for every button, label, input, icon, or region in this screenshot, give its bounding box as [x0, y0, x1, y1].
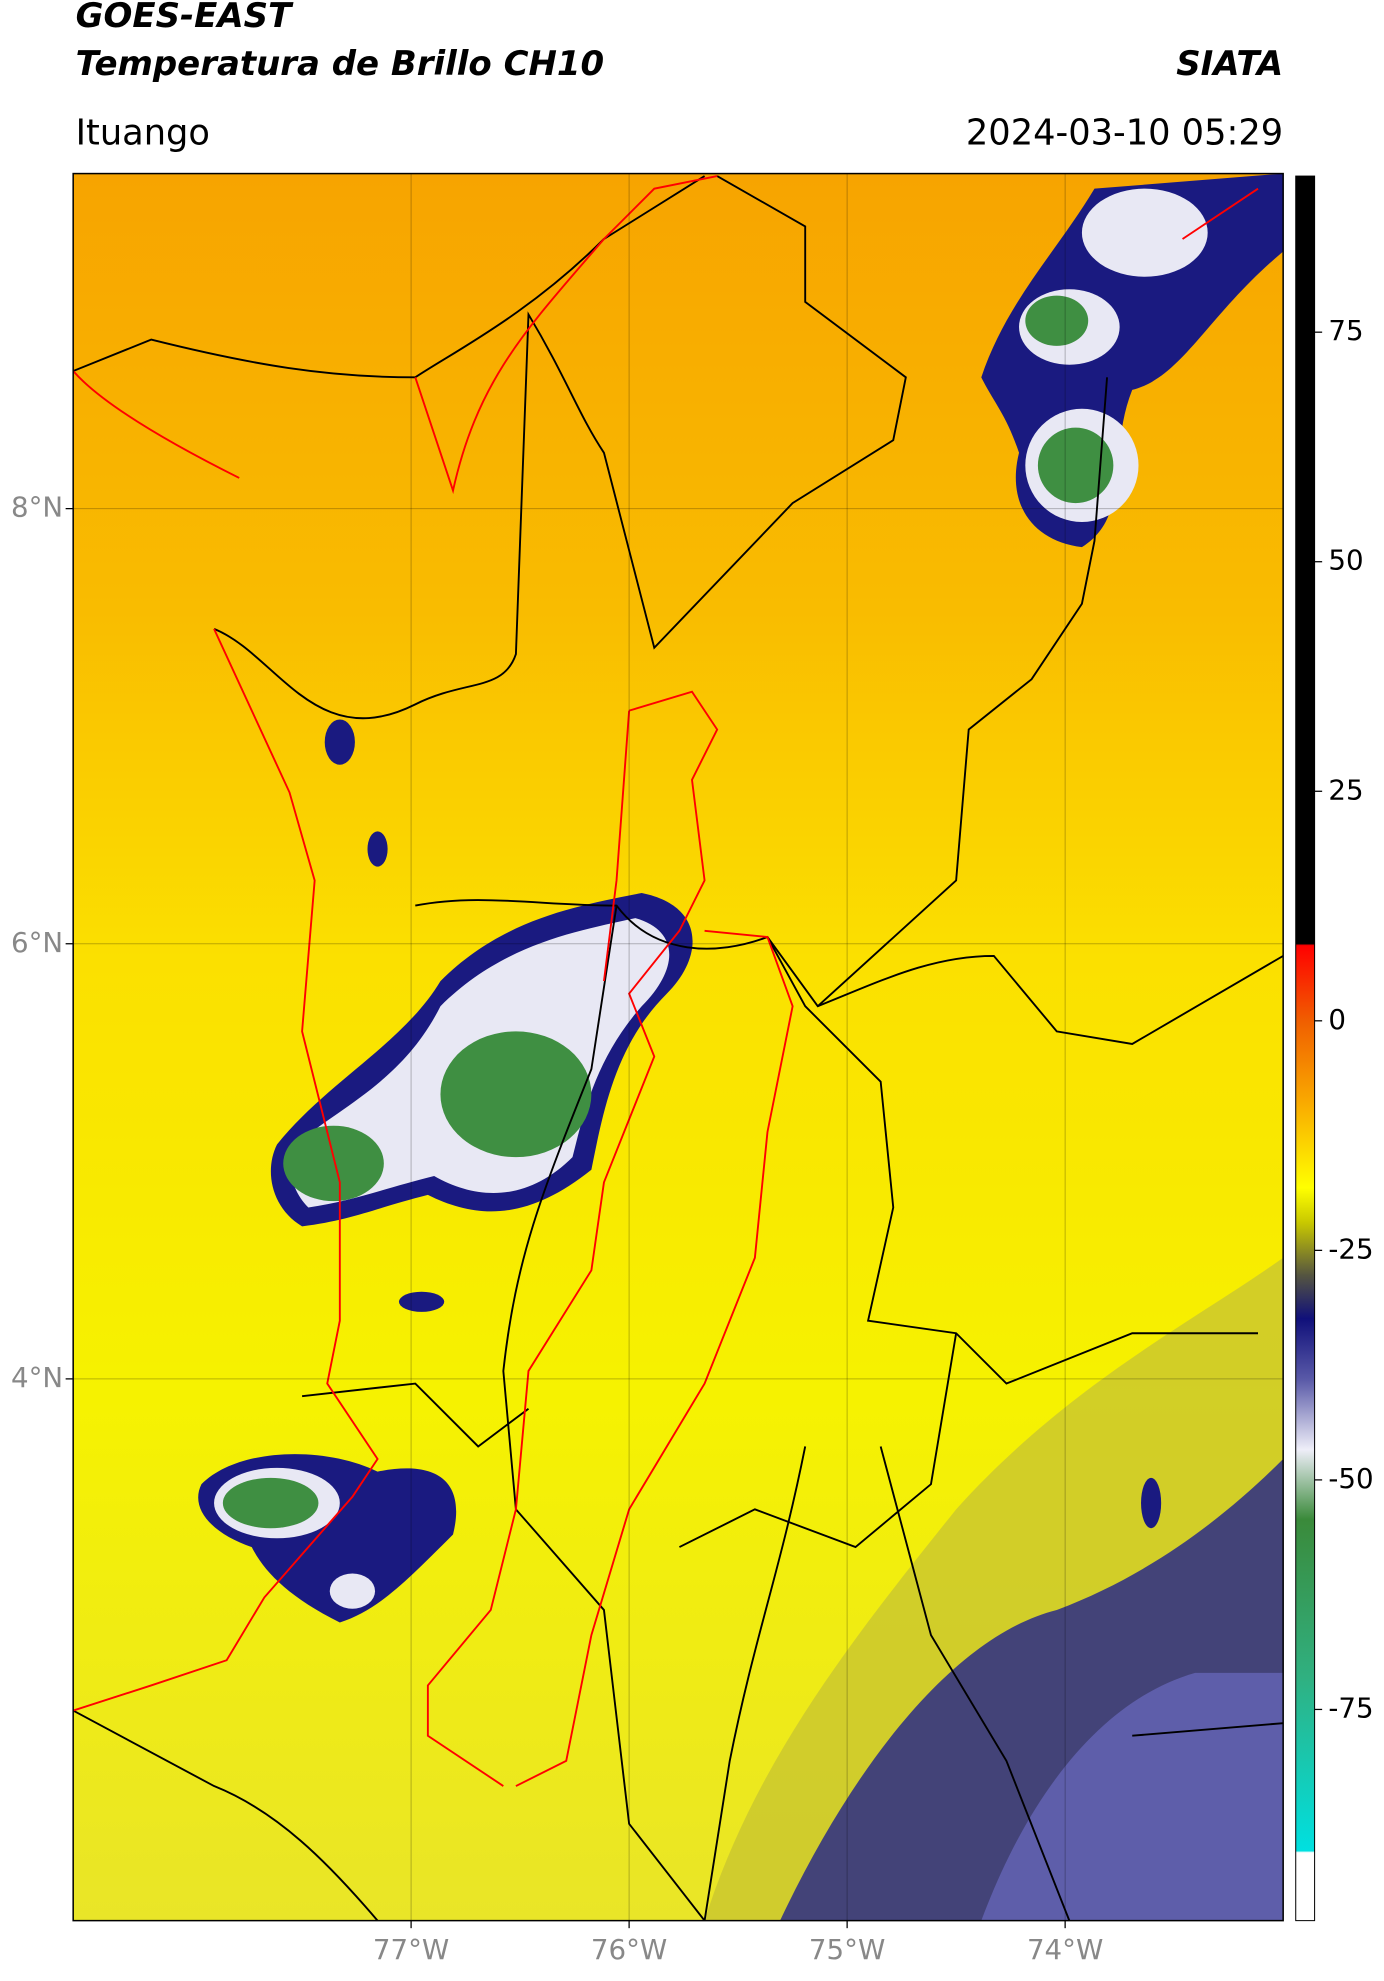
map-field: [73, 173, 1284, 1921]
colorbar-tick-label: 25: [1328, 773, 1363, 806]
subtitle: Temperatura de Brillo CH10: [76, 44, 604, 84]
colorbar-tick-label: 75: [1328, 314, 1363, 347]
x-tick-label: 77°W: [373, 1933, 449, 1966]
y-tick-label: 8°N: [11, 491, 63, 524]
title: GOES-EAST: [76, 0, 294, 36]
colorbar: [1295, 175, 1316, 1922]
cloud-sw: [198, 1454, 457, 1623]
y-tick-label: 6°N: [11, 926, 63, 959]
colorbar-tick-label: -50: [1328, 1462, 1373, 1495]
datetime: 2024-03-10 05:29: [966, 113, 1283, 154]
cloud-main: [270, 893, 693, 1227]
boundaries: [73, 175, 1284, 1921]
source: SIATA: [1176, 44, 1283, 84]
x-tick-label: 74°W: [1027, 1933, 1103, 1966]
colorbar-tick-label: 50: [1328, 544, 1363, 577]
x-tick-label: 75°W: [809, 1933, 885, 1966]
borders: [73, 175, 1259, 1787]
map-frame: [72, 172, 1284, 1922]
cloud-ne: [981, 173, 1284, 548]
colorbar-tick-label: -25: [1328, 1232, 1373, 1265]
colorbar-tick-label: 0: [1328, 1003, 1346, 1036]
x-tick-label: 76°W: [591, 1933, 667, 1966]
colorbar-tick-label: -75: [1328, 1691, 1373, 1724]
location: Ituango: [76, 113, 210, 154]
y-tick-label: 4°N: [11, 1361, 63, 1394]
